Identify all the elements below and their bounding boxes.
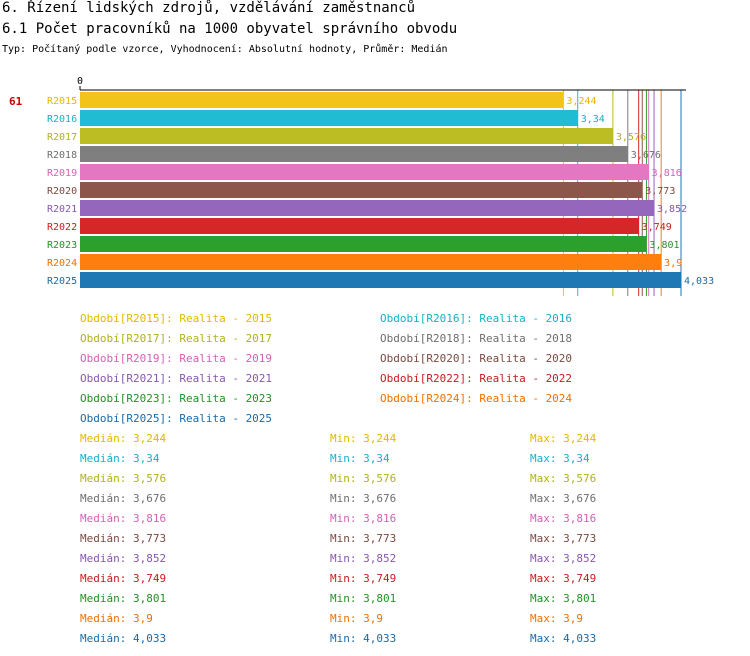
legend-item: Období[R2021]: Realita - 2021 (80, 372, 273, 385)
stat-min: Min: 3,244 (330, 432, 397, 445)
legend-item: Období[R2024]: Realita - 2024 (380, 392, 573, 405)
stat-max: Max: 4,033 (530, 632, 597, 645)
legend-item: Období[R2019]: Realita - 2019 (80, 352, 273, 365)
value-label: 3,576 (616, 132, 646, 143)
stat-max: Max: 3,801 (530, 592, 597, 605)
stat-median: Medián: 3,773 (80, 532, 167, 545)
bar (80, 164, 649, 180)
stat-min: Min: 3,816 (330, 512, 397, 525)
bar (80, 254, 662, 270)
legend-item: Období[R2022]: Realita - 2022 (380, 372, 573, 385)
stat-min: Min: 3,676 (330, 492, 397, 505)
category-label: R2018 (47, 150, 77, 161)
stat-max: Max: 3,676 (530, 492, 597, 505)
legend-item: Období[R2023]: Realita - 2023 (80, 392, 273, 405)
stat-max: Max: 3,749 (530, 572, 597, 585)
stat-max: Max: 3,34 (530, 452, 590, 465)
stat-median: Medián: 3,9 (80, 612, 153, 625)
bar-chart: 0 61 R2015 3,244 R2016 3,34 R2017 3,576 R2018 3,6… (9, 76, 714, 296)
stat-median: Medián: 3,244 (80, 432, 167, 445)
value-label: 3,34 (581, 114, 605, 125)
stat-min: Min: 3,773 (330, 532, 397, 545)
value-label: 3,676 (631, 150, 661, 161)
stat-median: Medián: 3,576 (80, 472, 167, 485)
bar (80, 272, 681, 288)
stat-min: Min: 3,852 (330, 552, 397, 565)
stat-median: Medián: 3,816 (80, 512, 167, 525)
stat-min: Min: 3,9 (330, 612, 383, 625)
bar (80, 182, 643, 198)
legend-item: Období[R2020]: Realita - 2020 (380, 352, 573, 365)
legend-item: Období[R2018]: Realita - 2018 (380, 332, 573, 345)
rank-label: 61 (9, 95, 23, 108)
legend-item: Období[R2017]: Realita - 2017 (80, 332, 273, 345)
bar (80, 236, 647, 252)
bar (80, 200, 655, 216)
stat-max: Max: 3,9 (530, 612, 583, 625)
category-label: R2015 (47, 96, 77, 107)
category-label: R2021 (47, 204, 77, 215)
stat-median: Medián: 4,033 (80, 632, 167, 645)
chart-subtitle: 6.1 Počet pracovníků na 1000 obyvatel sp… (2, 21, 458, 37)
value-label: 3,9 (664, 258, 682, 269)
stat-median: Medián: 3,852 (80, 552, 167, 565)
chart-type-line: Typ: Počítaný podle vzorce, Vyhodnocení:… (2, 44, 448, 55)
category-label: R2020 (47, 186, 77, 197)
bar (80, 218, 639, 234)
stat-median: Medián: 3,749 (80, 572, 167, 585)
value-label: 3,801 (649, 240, 679, 251)
category-label: R2019 (47, 168, 77, 179)
page-title: 6. Řízení lidských zdrojů, vzdělávání za… (2, 0, 416, 16)
bar (80, 92, 564, 108)
value-label: 4,033 (684, 276, 714, 287)
category-label: R2016 (47, 114, 77, 125)
bar (80, 110, 578, 126)
stat-min: Min: 3,34 (330, 452, 390, 465)
value-label: 3,816 (652, 168, 682, 179)
category-label: R2022 (47, 222, 77, 233)
stat-min: Min: 3,749 (330, 572, 397, 585)
value-label: 3,749 (642, 222, 672, 233)
legend-item: Období[R2025]: Realita - 2025 (80, 412, 273, 425)
stat-median: Medián: 3,801 (80, 592, 167, 605)
stat-min: Min: 3,801 (330, 592, 397, 605)
stat-max: Max: 3,816 (530, 512, 597, 525)
stat-max: Max: 3,576 (530, 472, 597, 485)
x-axis-zero-label: 0 (77, 76, 83, 87)
value-label: 3,852 (657, 204, 687, 215)
category-label: R2023 (47, 240, 77, 251)
stat-max: Max: 3,244 (530, 432, 597, 445)
stat-median: Medián: 3,34 (80, 452, 160, 465)
stat-min: Min: 4,033 (330, 632, 397, 645)
category-label: R2025 (47, 276, 77, 287)
stat-median: Medián: 3,676 (80, 492, 167, 505)
value-label: 3,244 (566, 96, 596, 107)
stat-max: Max: 3,852 (530, 552, 597, 565)
category-label: R2024 (47, 258, 77, 269)
category-label: R2017 (47, 132, 77, 143)
stat-min: Min: 3,576 (330, 472, 397, 485)
value-label: 3,773 (645, 186, 675, 197)
bar (80, 128, 613, 144)
legend-item: Období[R2015]: Realita - 2015 (80, 312, 273, 325)
bar (80, 146, 628, 162)
stat-max: Max: 3,773 (530, 532, 597, 545)
legend-item: Období[R2016]: Realita - 2016 (380, 312, 573, 325)
